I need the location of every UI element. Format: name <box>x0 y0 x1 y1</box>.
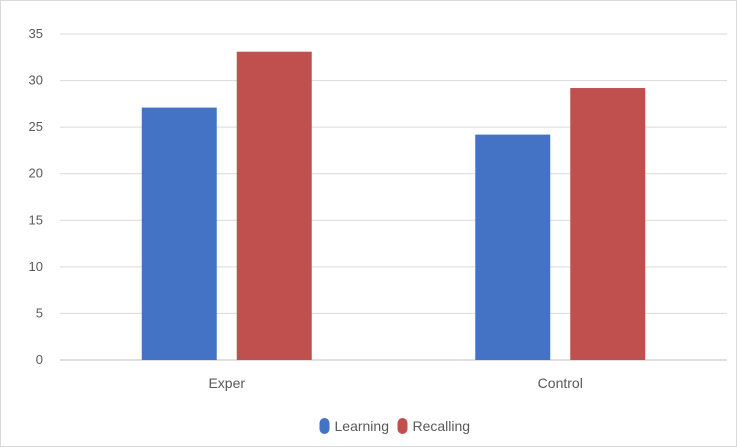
x-category-label: Control <box>538 375 583 391</box>
bar-recalling-exper <box>236 51 312 360</box>
y-tick-label: 0 <box>36 352 43 367</box>
y-tick-label: 20 <box>29 166 43 181</box>
y-tick-label: 25 <box>29 119 43 134</box>
y-tick-label: 15 <box>29 212 43 227</box>
y-tick-label: 5 <box>36 305 43 320</box>
legend-label-learning: Learning <box>335 418 390 434</box>
bars <box>141 51 646 360</box>
legend: Learning Recalling <box>319 418 471 434</box>
bar-learning-exper <box>141 107 217 360</box>
legend-label-recalling: Recalling <box>413 418 471 434</box>
bar-learning-control <box>475 134 551 360</box>
bar-recalling-control <box>570 88 646 360</box>
x-axis-category-labels: Exper Control <box>208 375 582 391</box>
x-category-label: Exper <box>208 375 245 391</box>
y-tick-label: 35 <box>29 26 43 41</box>
y-axis-tick-labels: 0 5 10 15 20 25 30 35 <box>29 26 43 367</box>
y-tick-label: 10 <box>29 259 43 274</box>
legend-swatch-recalling <box>397 418 408 434</box>
y-tick-label: 30 <box>29 73 43 88</box>
legend-swatch-learning <box>319 418 330 434</box>
